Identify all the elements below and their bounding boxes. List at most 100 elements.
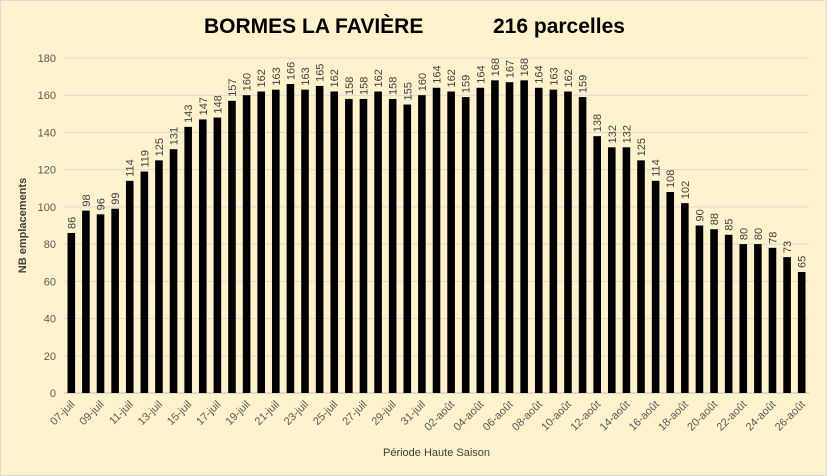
y-tick-label: 140: [38, 127, 56, 139]
x-tick-label: 07-juil: [48, 399, 77, 428]
bar: [607, 147, 616, 393]
data-label: 147: [198, 97, 210, 115]
x-tick-label: 26-août: [773, 399, 808, 434]
data-label: 167: [505, 60, 517, 78]
data-label: 119: [139, 150, 151, 168]
x-tick-label: 29-juil: [370, 399, 399, 428]
data-label: 73: [782, 241, 794, 253]
data-label: 132: [621, 125, 633, 143]
x-tick-label: 16-août: [627, 399, 662, 434]
data-label: 114: [651, 159, 663, 177]
data-label: 164: [475, 65, 487, 83]
bar: [783, 257, 791, 393]
x-tick-label: 21-juil: [253, 399, 282, 428]
bar: [724, 234, 733, 393]
data-label: 65: [797, 256, 809, 268]
data-label: 162: [563, 69, 575, 87]
data-label: 85: [724, 219, 736, 231]
bar: [739, 244, 748, 393]
bar: [388, 98, 397, 393]
x-tick-label: 15-juil: [165, 399, 194, 428]
y-tick-label: 80: [44, 239, 56, 251]
bar: [797, 272, 806, 393]
bar: [578, 97, 587, 393]
x-tick-label: 06-août: [481, 399, 516, 434]
data-label: 160: [417, 73, 429, 91]
bar: [491, 80, 499, 393]
bar: [447, 91, 455, 393]
bar: [155, 160, 163, 393]
bar: [432, 87, 441, 394]
data-label: 125: [154, 138, 166, 156]
x-tick-label: 10-août: [539, 399, 574, 434]
data-label: 143: [183, 105, 195, 123]
data-label: 88: [709, 213, 721, 225]
y-tick-label: 120: [38, 165, 56, 177]
bar: [286, 84, 295, 394]
bar: [184, 126, 192, 393]
data-label: 99: [110, 193, 122, 205]
bar: [622, 147, 631, 393]
data-label: 164: [534, 65, 546, 83]
bar: [461, 97, 470, 393]
x-tick-label: 02-août: [422, 399, 457, 434]
bar: [520, 80, 528, 393]
bar: [345, 98, 353, 393]
data-label: 155: [402, 82, 414, 100]
bar: [666, 192, 675, 393]
x-tick-label: 27-juil: [340, 399, 369, 428]
x-tick-label: 13-juil: [136, 399, 165, 428]
data-label: 148: [212, 95, 224, 113]
x-tick-label: 22-août: [715, 399, 750, 434]
bar: [695, 225, 704, 393]
y-tick-label: 160: [38, 90, 56, 102]
bar: [505, 82, 514, 393]
x-tick-label: 14-août: [598, 399, 633, 434]
x-tick-label: 24-août: [744, 399, 779, 434]
data-label: 158: [344, 77, 356, 95]
data-label: 158: [388, 77, 400, 95]
bar: [768, 247, 777, 393]
x-tick-label: 09-juil: [77, 399, 106, 428]
data-label: 78: [767, 232, 779, 244]
bar: [359, 98, 368, 393]
bar: [651, 180, 660, 393]
x-tick-label: 11-juil: [107, 399, 136, 428]
data-label: 98: [81, 194, 93, 206]
y-tick-label: 40: [44, 314, 56, 326]
data-label: 159: [578, 75, 590, 93]
data-label: 159: [461, 75, 473, 93]
bar: [534, 87, 543, 394]
data-label: 96: [96, 198, 108, 210]
chart-title: BORMES LA FAVIÈRE: [204, 15, 424, 38]
x-tick-label: 17-juil: [194, 399, 223, 428]
data-label: 166: [285, 62, 297, 80]
bar: [82, 210, 90, 393]
x-tick-label: 08-août: [510, 399, 545, 434]
bar: [125, 180, 134, 393]
bar: [330, 91, 339, 393]
bar: [169, 149, 178, 393]
bar: [242, 95, 251, 393]
bar: [754, 244, 762, 393]
data-label: 158: [358, 77, 370, 95]
bar: [637, 160, 645, 393]
data-label: 160: [242, 73, 254, 91]
data-label: 162: [446, 69, 458, 87]
data-label: 168: [490, 58, 502, 76]
bar: [549, 89, 558, 393]
bar: [403, 104, 412, 394]
bar: [476, 87, 485, 394]
x-tick-label: 04-août: [452, 399, 487, 434]
bar: [96, 214, 105, 393]
bar: [315, 85, 324, 394]
y-axis-ticks: 0 20 40 60 80 100 120 140 160 180: [38, 53, 56, 400]
x-tick-label: 12-août: [568, 399, 603, 434]
y-axis-title: NB emplacements: [17, 178, 29, 273]
bar: [681, 203, 689, 393]
data-label: 86: [66, 217, 78, 229]
bar: [213, 117, 222, 394]
